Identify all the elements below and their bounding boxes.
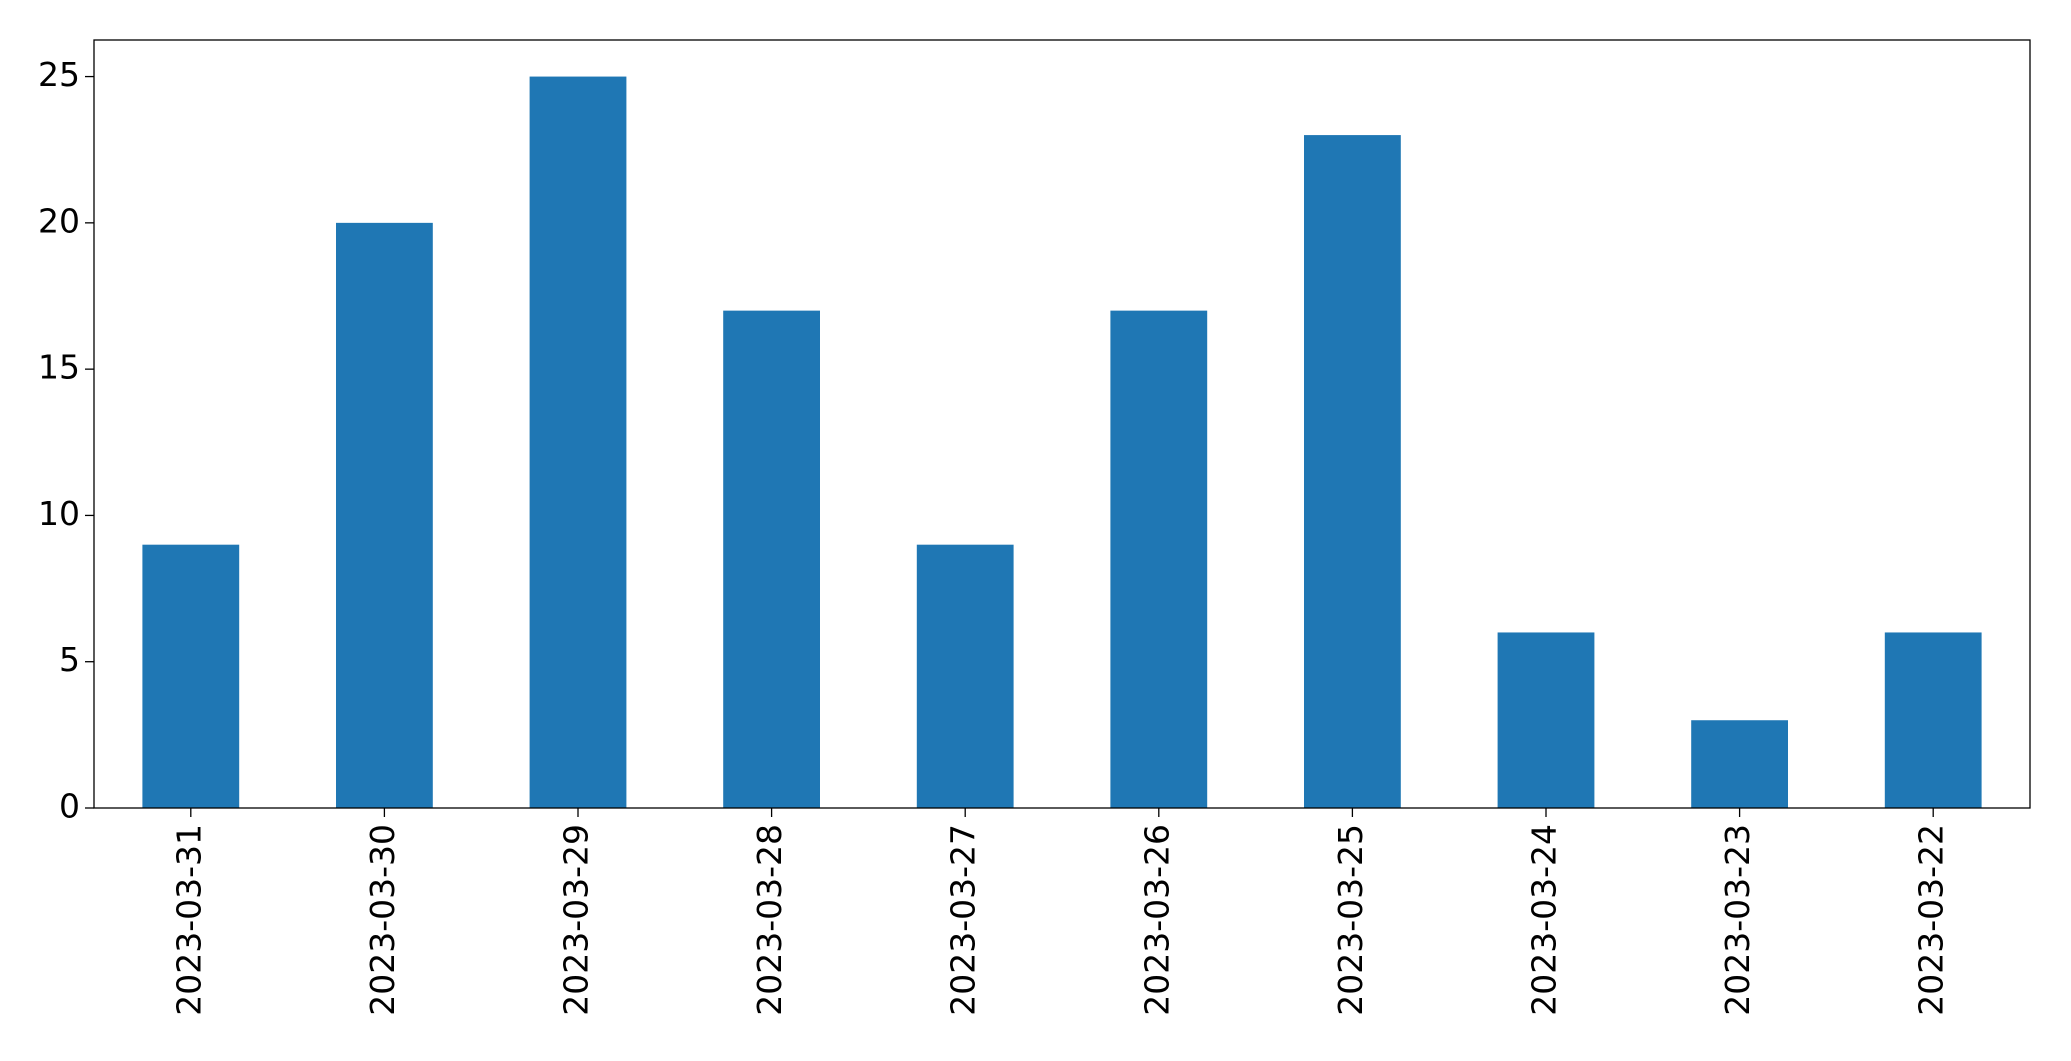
bar: [723, 310, 820, 808]
bar: [336, 222, 433, 808]
x-tick-label: 2023-03-25: [1331, 824, 1370, 1016]
bar: [1304, 135, 1401, 809]
bar: [1110, 310, 1208, 808]
y-tick-label: 20: [38, 201, 80, 240]
plot-frame: [93, 39, 2031, 809]
x-tick-label: 2023-03-23: [1718, 824, 1757, 1016]
bar: [1884, 632, 1982, 808]
x-tick-label: 2023-03-26: [1137, 824, 1176, 1016]
bar: [142, 544, 240, 808]
y-tick-label: 15: [38, 348, 80, 387]
x-tick-label: 2023-03-22: [1912, 824, 1951, 1016]
x-tick-label: 2023-03-31: [169, 824, 208, 1016]
y-tick-label: 5: [59, 640, 80, 679]
x-tick-label: 2023-03-28: [750, 824, 789, 1016]
bar: [1691, 720, 1788, 808]
y-tick-label: 0: [59, 787, 80, 826]
x-tick-label: 2023-03-27: [944, 824, 983, 1016]
y-tick-label: 25: [38, 55, 80, 94]
bar: [529, 76, 627, 809]
x-tick-label: 2023-03-29: [557, 824, 596, 1016]
bar: [1497, 632, 1595, 808]
bar: [916, 544, 1014, 808]
y-tick-label: 10: [38, 494, 80, 533]
x-tick-label: 2023-03-30: [363, 824, 402, 1016]
x-tick-label: 2023-03-24: [1525, 824, 1564, 1016]
